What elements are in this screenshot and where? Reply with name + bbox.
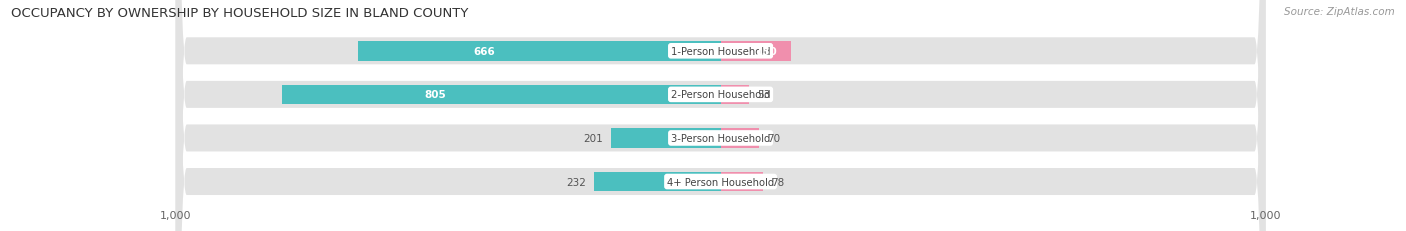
Text: 805: 805: [425, 90, 446, 100]
Bar: [612, 129, 721, 148]
FancyBboxPatch shape: [176, 0, 1265, 231]
Bar: [283, 85, 721, 105]
Bar: [721, 129, 759, 148]
Text: OCCUPANCY BY OWNERSHIP BY HOUSEHOLD SIZE IN BLAND COUNTY: OCCUPANCY BY OWNERSHIP BY HOUSEHOLD SIZE…: [11, 7, 468, 20]
Text: 232: 232: [567, 177, 586, 187]
Bar: [721, 85, 749, 105]
Text: 2-Person Household: 2-Person Household: [671, 90, 770, 100]
Bar: [357, 42, 721, 61]
Text: 4+ Person Household: 4+ Person Household: [666, 177, 775, 187]
Text: 53: 53: [758, 90, 770, 100]
Bar: [721, 42, 792, 61]
FancyBboxPatch shape: [176, 0, 1265, 231]
Text: Source: ZipAtlas.com: Source: ZipAtlas.com: [1284, 7, 1395, 17]
FancyBboxPatch shape: [176, 0, 1265, 231]
Bar: [595, 172, 721, 191]
FancyBboxPatch shape: [176, 0, 1265, 231]
Text: 130: 130: [756, 47, 778, 57]
Text: 3-Person Household: 3-Person Household: [671, 133, 770, 143]
Text: 78: 78: [772, 177, 785, 187]
Bar: [721, 172, 763, 191]
Text: 70: 70: [766, 133, 780, 143]
Text: 666: 666: [474, 47, 495, 57]
Text: 1-Person Household: 1-Person Household: [671, 47, 770, 57]
Text: 201: 201: [583, 133, 603, 143]
